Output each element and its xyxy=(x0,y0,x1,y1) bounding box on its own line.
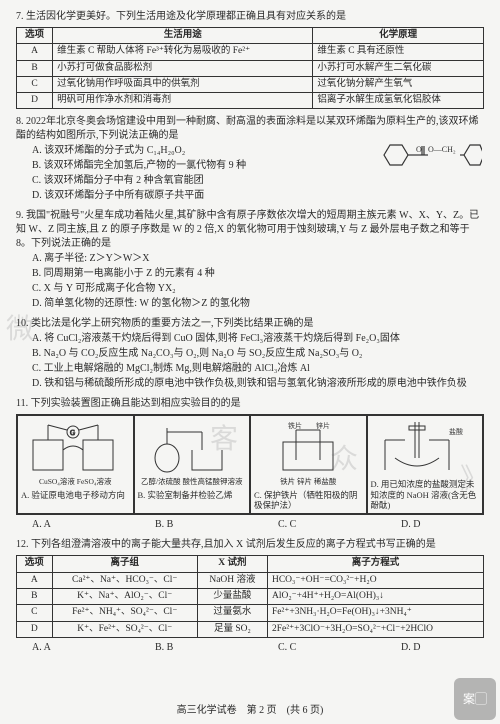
q10-opt-d: D. 铁和铝与稀硫酸所形成的原电池中铁作负极,则铁和铝与氢氧化钠溶液所形成的原电… xyxy=(32,377,484,391)
q11-grid: G CuSO₄溶液 FeSO₄溶液 A. 验证原电池电子移动方向 xyxy=(16,414,484,515)
q9-opt-a: A. 离子半径: Z＞Y＞W＞X xyxy=(32,252,484,266)
q10-opt-b: B. Na₂O 与 CO₂反应生成 Na₂CO₃与 O₂,则 Na₂O 与 SO… xyxy=(32,347,484,361)
q10-opt-a: A. 将 CuCl₂溶液蒸干灼烧后得到 CuO 固体,则将 FeCl₃溶液蒸干灼… xyxy=(32,332,484,346)
apparatus-c-icon: 铁片 锌片 xyxy=(258,420,358,476)
svg-text:G: G xyxy=(70,429,75,437)
q7-num: 7. xyxy=(16,11,24,22)
q11-answers: A. A B. B C. C D. D xyxy=(16,518,484,532)
svg-text:铁片: 铁片 xyxy=(288,421,302,430)
q10-opt-c: C. 工业上电解熔融的 MgCl₂制炼 Mg,则电解熔融的 AlCl₃冶炼 Al xyxy=(32,362,484,376)
q7-h2: 化学原理 xyxy=(313,28,484,44)
q8-num: 8. xyxy=(16,116,24,127)
question-7: 7. 生活因化学更美好。下列生活用途及化学原理都正确且具有对应关系的是 选项 生… xyxy=(16,10,484,109)
q9-opt-c: C. X 与 Y 可形成离子化合物 YX₂ xyxy=(32,282,484,296)
question-10: 10. 类比法是化学上研究物质的重要方法之一,下列类比结果正确的是 A. 将 C… xyxy=(16,317,484,391)
apparatus-b-icon xyxy=(142,420,242,476)
q9-opt-d: D. 简单氢化物的还原性: W 的氢化物＞Z 的氢化物 xyxy=(32,297,484,311)
svg-text:锌片: 锌片 xyxy=(316,421,330,430)
q11-num: 11. xyxy=(16,398,28,409)
structure-icon: O O—CH₂ xyxy=(372,138,482,172)
page-footer: 高三化学试卷 第 2 页 (共 6 页) xyxy=(0,704,500,718)
q12-answers: A. A B. B C. C D. D xyxy=(16,641,484,655)
q11-cell-d: 盐酸 D. 用已知浓度的盐酸测定未知浓度的 NaOH 溶液(含无色酚酞) xyxy=(367,415,484,514)
apparatus-a-icon: G xyxy=(25,420,125,476)
corner-badge: 案▢ xyxy=(454,678,496,720)
q7-stem: 生活因化学更美好。下列生活用途及化学原理都正确且具有对应关系的是 xyxy=(26,11,346,22)
q8-opt-c: C. 该双环烯酯分子中有 2 种含氧官能团 xyxy=(32,174,484,188)
question-12: 12. 下列各组澄清溶液中的离子能大量共存,且加入 X 试剂后发生反应的离子方程… xyxy=(16,538,484,654)
q7-table: 选项 生活用途 化学原理 A维生素 C 帮助人体将 Fe³⁺转化为易吸收的 Fe… xyxy=(16,27,484,109)
q11-cell-a: G CuSO₄溶液 FeSO₄溶液 A. 验证原电池电子移动方向 xyxy=(17,415,134,514)
q11-cell-c: 铁片 锌片 铁片 锌片 稀盐酸 C. 保护铁片（牺牲阳极的阴极保护法） xyxy=(250,415,367,514)
q10-num: 10. xyxy=(16,318,29,329)
q9-num: 9. xyxy=(16,210,24,221)
apparatus-d-icon: 盐酸 xyxy=(375,420,475,476)
q9-stem: 我国"祝融号"火星车成功着陆火星,其矿脉中含有原子序数依次增大的短周期主族元素 … xyxy=(16,210,479,249)
svg-text:O: O xyxy=(416,145,422,154)
q12-num: 12. xyxy=(16,539,29,550)
q8-opt-d: D. 该双环烯酯分子中所有碳原子共平面 xyxy=(32,189,484,203)
q7-h1: 生活用途 xyxy=(53,28,313,44)
svg-text:盐酸: 盐酸 xyxy=(449,427,463,436)
q7-h0: 选项 xyxy=(17,28,53,44)
q11-cell-b: 乙醇/浓硫酸 酸性高锰酸钾溶液 B. 实验室制备并检验乙烯 xyxy=(134,415,251,514)
q12-table: 选项 离子组 X 试剂 离子方程式 ACa²⁺、Na⁺、HCO₃⁻、Cl⁻NaO… xyxy=(16,555,484,637)
q11-stem: 下列实验装置图正确且能达到相应实验目的的是 xyxy=(31,398,241,409)
question-11: 11. 下列实验装置图正确且能达到相应实验目的的是 G CuSO₄溶液 FeSO… xyxy=(16,397,484,532)
question-9: 9. 我国"祝融号"火星车成功着陆火星,其矿脉中含有原子序数依次增大的短周期主族… xyxy=(16,209,484,311)
svg-text:O—CH₂: O—CH₂ xyxy=(428,145,456,154)
q10-stem: 类比法是化学上研究物质的重要方法之一,下列类比结果正确的是 xyxy=(31,318,314,329)
q12-stem: 下列各组澄清溶液中的离子能大量共存,且加入 X 试剂后发生反应的离子方程式书写正… xyxy=(31,539,436,550)
q9-opt-b: B. 同周期第一电离能小于 Z 的元素有 4 种 xyxy=(32,267,484,281)
